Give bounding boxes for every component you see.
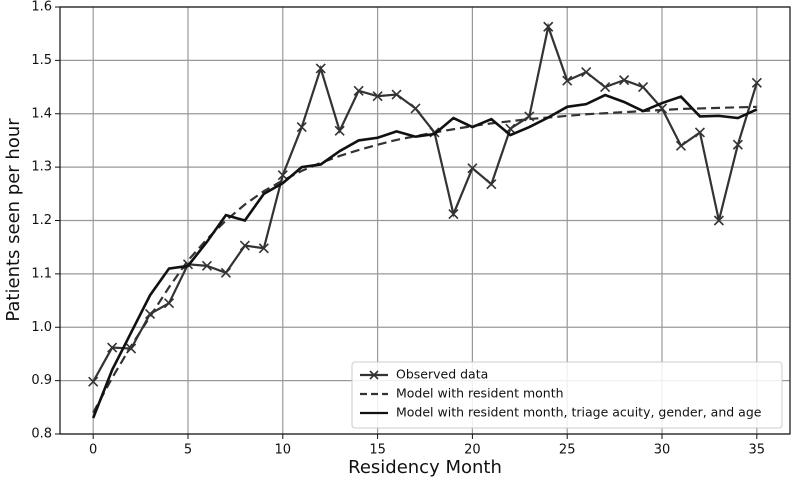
marker [391,89,402,100]
marker [334,125,345,136]
y-tick-label: 1.1 [31,266,52,281]
marker [258,243,269,254]
y-tick-label: 1.0 [31,320,52,335]
marker [353,85,364,96]
y-tick-label: 1.2 [31,213,52,228]
legend-label: Model with resident month, triage acuity… [396,405,762,420]
x-tick-label: 15 [369,443,386,458]
plot-frame [59,6,791,435]
x-tick-label: 0 [89,443,97,458]
marker [581,67,592,78]
marker [543,21,554,32]
series-line [91,93,758,419]
y-tick-label: 1.3 [31,160,52,175]
y-tick-label: 1.6 [31,0,52,15]
marker [467,163,478,174]
marker [713,215,724,226]
marker [562,75,573,86]
marker [296,122,307,133]
marker [163,298,175,309]
x-tick-label: 20 [464,443,481,458]
legend-marker [369,370,379,380]
series-line [92,22,758,383]
marker [107,342,118,353]
marker [88,376,99,387]
marker [600,81,611,93]
marker [410,103,421,114]
x-tick-label: 35 [749,443,766,458]
y-tick-label: 0.8 [31,427,52,442]
marker [448,209,459,220]
marker [619,75,630,86]
marker [637,81,649,93]
y-tick-label: 0.9 [31,373,52,388]
x-tick-label: 5 [184,443,192,458]
marker [694,127,706,138]
y-tick-label: 1.5 [31,53,52,68]
legend-label: Observed data [396,367,488,382]
marker [315,63,326,74]
x-tick-label: 10 [275,443,292,458]
marker [675,140,687,151]
marker [239,240,250,251]
legend-label: Model with resident month [396,386,564,401]
y-axis-label: Patients seen per hour [3,118,24,322]
marker [220,267,231,278]
x-tick-label: 30 [654,443,671,458]
x-axis-label: Residency Month [348,457,502,478]
marker [486,179,497,190]
marker [732,139,743,150]
marker [372,91,383,102]
x-tick-label: 25 [559,443,576,458]
y-tick-label: 1.4 [31,106,52,121]
legend-box [351,361,783,429]
marker [201,260,213,271]
marker [751,77,762,88]
